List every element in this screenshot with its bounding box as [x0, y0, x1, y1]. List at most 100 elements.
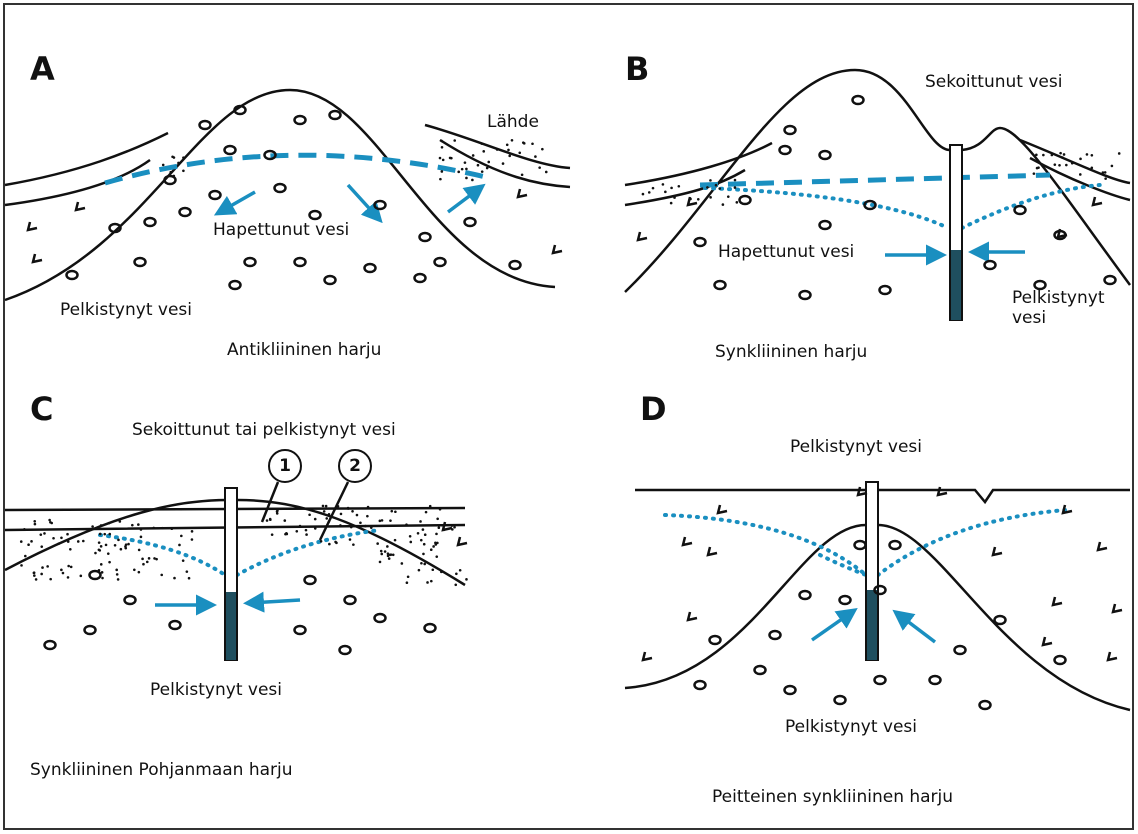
sand-dot — [20, 564, 23, 567]
sand-dot — [355, 513, 359, 517]
sand-dot — [689, 197, 692, 201]
sand-dot — [178, 543, 181, 547]
label: Pelkistynyt vesi — [790, 437, 922, 457]
sand-dot — [304, 528, 308, 532]
sand-dot — [393, 538, 397, 542]
sand-dot — [52, 536, 55, 540]
pebble — [783, 684, 797, 696]
sand-dot — [116, 578, 120, 581]
sand-dot — [429, 548, 433, 551]
sand-dot — [423, 533, 427, 537]
sand-dot — [305, 533, 308, 536]
sand-dot — [359, 521, 362, 525]
pebble — [413, 272, 427, 284]
sand-dot — [152, 526, 156, 530]
sand-dot — [647, 191, 651, 194]
sand-dot — [1065, 163, 1068, 167]
sand-dot — [351, 509, 354, 513]
sand-dot — [408, 534, 412, 538]
sand-dot — [41, 566, 44, 569]
sand-dot — [465, 176, 468, 180]
sand-dot — [327, 520, 331, 523]
sand-dot — [438, 507, 442, 511]
sand-dot — [40, 572, 43, 576]
sand-dot — [451, 528, 454, 531]
pebble — [418, 231, 432, 243]
sand-dot — [457, 170, 461, 174]
pebble — [108, 222, 122, 234]
sand-dot — [153, 557, 156, 560]
sand-dot — [1090, 154, 1094, 157]
sand-dot — [505, 143, 509, 147]
sand-dot — [696, 197, 700, 201]
label: Sekoittunut tai pelkistynyt vesi — [132, 420, 396, 440]
rock-symbol — [636, 231, 648, 242]
sand-dot — [1062, 153, 1066, 156]
sand-dot — [378, 560, 382, 564]
pebble — [713, 279, 727, 291]
rock-symbol — [1051, 596, 1063, 607]
sand-dot — [169, 170, 173, 174]
pebble — [243, 256, 257, 268]
sand-dot — [1103, 171, 1107, 174]
sand-dot — [471, 178, 474, 182]
pebble — [1053, 654, 1067, 666]
sand-dot — [709, 196, 712, 199]
sand-dot — [394, 510, 397, 514]
rock-symbol — [1041, 636, 1053, 647]
sand-dot — [441, 158, 445, 162]
sand-dot — [23, 527, 26, 531]
rock-symbol — [686, 611, 698, 622]
sand-dot — [1059, 151, 1062, 155]
sand-dot — [1101, 171, 1105, 174]
sand-dot — [336, 504, 340, 508]
sand-dot — [453, 525, 456, 529]
pebble — [783, 124, 797, 136]
sand-dot — [119, 547, 123, 551]
sand-dot — [419, 520, 422, 523]
sand-dot — [436, 517, 439, 521]
sand-dot — [436, 541, 439, 545]
sand-dot — [364, 524, 367, 528]
sand-dot — [137, 570, 141, 574]
sand-dot — [57, 542, 61, 545]
pebble — [208, 189, 222, 201]
sand-dot — [142, 562, 145, 566]
sand-dot — [390, 509, 394, 513]
sand-dot — [431, 568, 435, 572]
pebble — [223, 144, 237, 156]
sand-dot — [322, 510, 326, 513]
sand-dot — [113, 543, 117, 547]
sand-dot — [417, 568, 421, 572]
rock-symbol — [1056, 228, 1068, 239]
frame — [3, 3, 1134, 830]
sand-dot — [76, 540, 80, 543]
sand-dot — [432, 545, 435, 548]
sand-dot — [430, 579, 433, 583]
sand-dot — [94, 551, 97, 555]
sand-dot — [380, 552, 384, 556]
sand-dot — [1110, 164, 1114, 168]
sand-dot — [458, 568, 462, 572]
sand-dot — [400, 562, 404, 565]
sand-dot — [328, 542, 331, 546]
sand-dot — [160, 573, 164, 577]
sand-dot — [346, 507, 350, 510]
sand-dot — [440, 170, 444, 173]
pebble — [983, 259, 997, 271]
caption: Peitteinen synkliininen harju — [712, 787, 954, 807]
sand-dot — [1035, 166, 1039, 170]
sand-dot — [46, 565, 49, 568]
sand-dot — [348, 538, 352, 541]
sand-dot — [376, 542, 379, 545]
sand-dot — [391, 553, 395, 557]
sand-dot — [531, 142, 534, 146]
pebble — [993, 614, 1007, 626]
sand-dot — [541, 147, 544, 151]
pebble — [798, 289, 812, 301]
sand-dot — [380, 519, 384, 522]
sand-dot — [172, 174, 176, 178]
pebble — [293, 256, 307, 268]
sand-dot — [485, 166, 489, 170]
sand-dot — [61, 571, 65, 575]
